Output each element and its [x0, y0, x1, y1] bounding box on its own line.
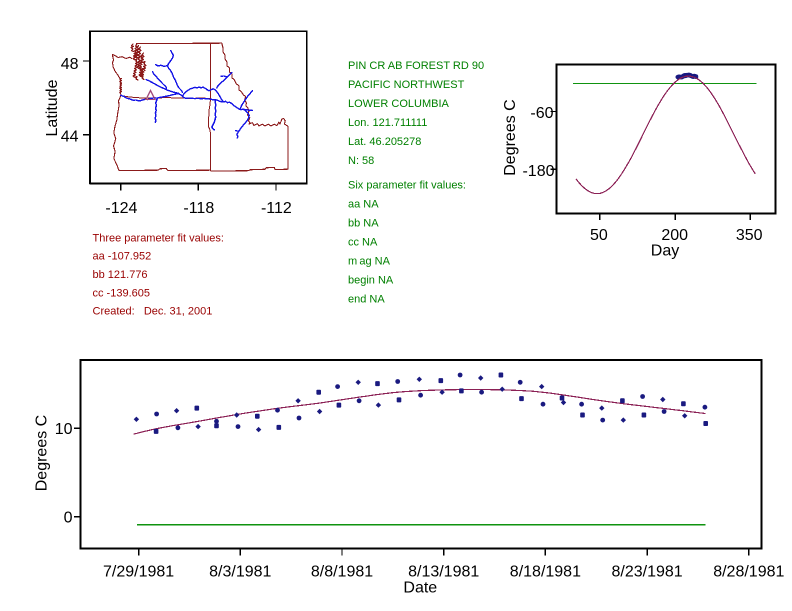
svg-text:bb NA: bb NA: [348, 218, 379, 230]
svg-text:Lon. 121.711111: Lon. 121.711111: [348, 117, 427, 129]
svg-text:0: 0: [64, 509, 73, 526]
svg-text:-124: -124: [105, 200, 137, 217]
svg-text:Degrees C: Degrees C: [34, 415, 51, 491]
svg-text:Date: Date: [403, 580, 437, 597]
svg-text:aa NA: aa NA: [348, 199, 379, 211]
svg-text:begin NA: begin NA: [348, 275, 394, 287]
svg-text:-60: -60: [530, 105, 553, 122]
svg-text:-118: -118: [183, 200, 214, 217]
svg-text:LOWER COLUMBIA: LOWER COLUMBIA: [348, 98, 450, 110]
svg-text:Six parameter fit values:: Six parameter fit values:: [348, 180, 466, 192]
svg-text:8/28/1981: 8/28/1981: [713, 564, 784, 581]
svg-text:50: 50: [590, 227, 608, 244]
svg-text:Three parameter fit values:: Three parameter fit values:: [93, 233, 224, 245]
svg-text:m ag NA: m ag NA: [348, 256, 391, 268]
svg-text:10: 10: [55, 421, 73, 438]
svg-text:Degrees C: Degrees C: [502, 99, 519, 175]
svg-text:end NA: end NA: [348, 294, 385, 306]
svg-text:350: 350: [736, 227, 763, 244]
svg-text:PIN CR AB FOREST RD 90: PIN CR AB FOREST RD 90: [348, 60, 484, 72]
svg-text:44: 44: [61, 129, 79, 146]
svg-text:8/3/1981: 8/3/1981: [209, 564, 271, 581]
svg-text:Day: Day: [651, 243, 679, 260]
svg-text:N: 58: N: 58: [348, 155, 374, 167]
svg-text:Lat. 46.205278: Lat. 46.205278: [348, 136, 421, 148]
svg-text:bb 121.776: bb 121.776: [93, 269, 148, 281]
svg-text:48: 48: [61, 56, 79, 73]
svg-text:cc NA: cc NA: [348, 237, 378, 249]
svg-text:8/18/1981: 8/18/1981: [510, 564, 581, 581]
svg-text:200: 200: [661, 227, 688, 244]
svg-text:Created: Dec. 31, 2001: Created: Dec. 31, 2001: [93, 306, 213, 318]
svg-text:PACIFIC NORTHWEST: PACIFIC NORTHWEST: [348, 79, 465, 91]
svg-text:8/13/1981: 8/13/1981: [408, 564, 479, 581]
svg-text:-112: -112: [261, 200, 292, 217]
svg-text:cc -139.605: cc -139.605: [93, 287, 150, 299]
svg-text:-180: -180: [522, 163, 554, 180]
svg-text:8/23/1981: 8/23/1981: [612, 564, 683, 581]
svg-text:7/29/1981: 7/29/1981: [103, 564, 174, 581]
svg-text:Latitude: Latitude: [44, 79, 61, 136]
svg-text:aa -107.952: aa -107.952: [93, 251, 152, 263]
svg-text:8/8/1981: 8/8/1981: [311, 564, 373, 581]
